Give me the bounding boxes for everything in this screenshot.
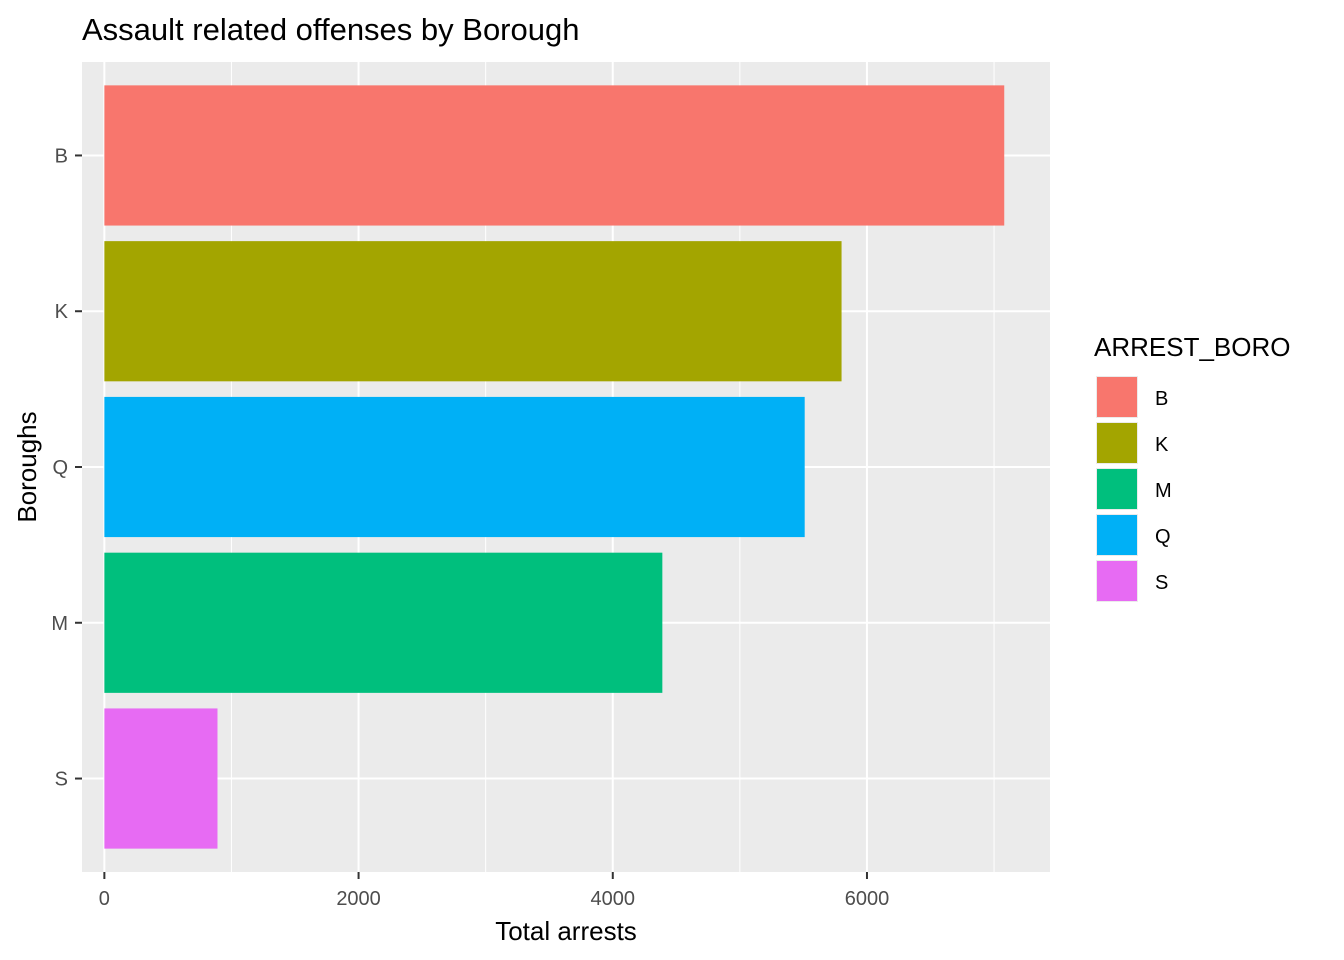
legend-label-b: B bbox=[1155, 388, 1168, 410]
bar-q bbox=[104, 396, 805, 538]
legend-label-s: S bbox=[1155, 572, 1168, 594]
legend: ARREST_BORO B K M Q S bbox=[1094, 332, 1291, 602]
y-axis-title: Boroughs bbox=[12, 411, 42, 522]
legend-title: ARREST_BORO bbox=[1094, 332, 1291, 362]
y-tick-label-b: B bbox=[55, 145, 68, 167]
legend-swatch-b bbox=[1097, 377, 1137, 417]
x-axis-title: Total arrests bbox=[495, 916, 637, 946]
x-tick-label: 2000 bbox=[336, 888, 381, 910]
y-tick-label-q: Q bbox=[52, 457, 68, 479]
legend-label-m: M bbox=[1155, 480, 1172, 502]
x-tick-label: 0 bbox=[99, 888, 110, 910]
legend-label-k: K bbox=[1155, 434, 1169, 456]
legend-swatch-m bbox=[1097, 469, 1137, 509]
y-axis-ticks: B K Q M S bbox=[51, 145, 82, 791]
legend-swatch-s bbox=[1097, 561, 1137, 601]
y-tick-label-k: K bbox=[55, 301, 69, 323]
x-tick-label: 4000 bbox=[591, 888, 636, 910]
legend-label-q: Q bbox=[1155, 526, 1171, 548]
bar-k bbox=[104, 241, 842, 382]
bar-m bbox=[104, 552, 663, 693]
bars bbox=[104, 85, 1005, 849]
y-tick-label-m: M bbox=[51, 613, 68, 635]
legend-items: B K M Q S bbox=[1096, 376, 1172, 602]
legend-swatch-k bbox=[1097, 423, 1137, 463]
legend-swatch-q bbox=[1097, 515, 1137, 555]
bar-s bbox=[104, 708, 218, 849]
y-tick-label-s: S bbox=[55, 769, 68, 791]
chart-title: Assault related offenses by Borough bbox=[82, 12, 579, 47]
x-axis-ticks: 0 2000 4000 6000 bbox=[99, 872, 889, 910]
bar-b bbox=[104, 85, 1005, 226]
x-tick-label: 6000 bbox=[845, 888, 890, 910]
